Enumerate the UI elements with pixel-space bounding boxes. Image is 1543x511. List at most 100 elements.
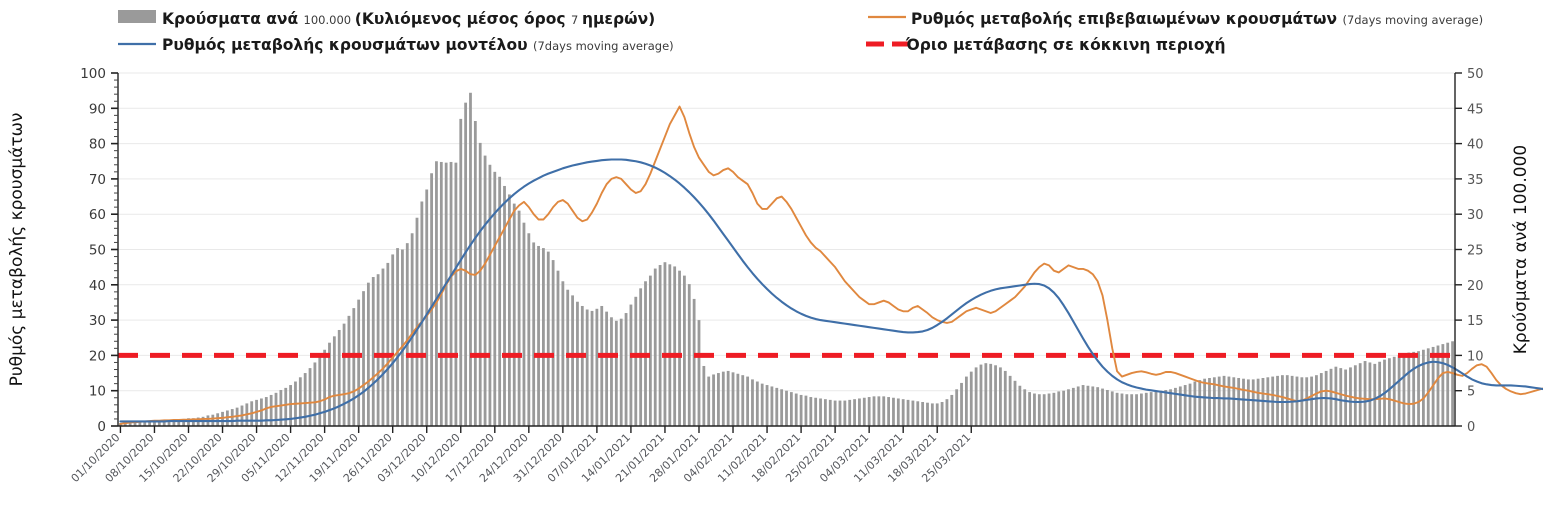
bar: [284, 387, 288, 426]
bar: [1188, 383, 1192, 426]
bar: [707, 376, 711, 426]
bar: [775, 387, 779, 426]
bar: [1013, 380, 1017, 426]
bar: [362, 291, 365, 426]
bar: [746, 376, 750, 426]
bar: [576, 301, 579, 426]
bar: [1212, 377, 1216, 426]
bar: [1363, 361, 1367, 426]
bar: [804, 395, 808, 426]
bar: [425, 189, 429, 426]
right-tick-label: 40: [1467, 138, 1484, 153]
bar: [994, 365, 997, 426]
bar: [420, 201, 424, 426]
legend-label-text: Ρυθμός μεταβολής κρουσμάτων μοντέλου (7d…: [162, 36, 674, 54]
bar: [780, 389, 784, 426]
legend-label-text: Ρυθμός μεταβολής επιβεβαιωμένων κρουσμάτ…: [911, 10, 1483, 28]
bar: [858, 398, 861, 426]
bar: [687, 284, 691, 426]
bar: [799, 394, 803, 426]
bar: [571, 295, 574, 426]
bar: [819, 398, 822, 426]
bar: [877, 396, 881, 426]
bar: [401, 249, 404, 426]
bar: [872, 396, 876, 426]
bar: [1397, 355, 1401, 426]
bar: [308, 368, 312, 426]
bar: [347, 315, 351, 426]
bar: [1164, 389, 1168, 426]
bar: [1023, 389, 1027, 426]
left-tick-label: 10: [89, 384, 106, 400]
bar: [1344, 369, 1348, 426]
bar: [332, 336, 336, 426]
bar: [123, 422, 127, 426]
bar: [1047, 393, 1051, 426]
bar: [1159, 390, 1163, 426]
bar: [1125, 394, 1129, 426]
bar: [128, 422, 132, 426]
left-tick-label: 60: [89, 207, 106, 223]
bar: [498, 176, 502, 426]
legend-swatch-cases-per-100k[interactable]: [118, 10, 156, 23]
bar: [833, 400, 837, 426]
bar: [366, 282, 370, 426]
bar: [1281, 375, 1284, 426]
bar: [614, 320, 618, 426]
bar: [926, 402, 929, 426]
bar: [974, 367, 978, 426]
bar: [683, 275, 686, 426]
bar: [1451, 341, 1454, 426]
bar: [717, 373, 720, 426]
bar: [187, 418, 190, 426]
bar: [1378, 361, 1382, 426]
bar: [396, 248, 399, 426]
left-axis-title: Ρυθμός μεταβολής κρουσμάτων: [7, 113, 27, 387]
right-tick-label: 15: [1467, 314, 1484, 329]
bar: [629, 304, 633, 426]
bar: [1339, 368, 1343, 426]
bar: [177, 419, 181, 426]
bar: [1003, 370, 1007, 426]
left-tick-label: 70: [89, 172, 106, 188]
bar: [1315, 375, 1318, 426]
bar: [303, 373, 307, 426]
bar: [794, 393, 798, 426]
bar: [167, 420, 171, 426]
bar: [765, 385, 769, 426]
bar: [1101, 388, 1104, 426]
bar: [1222, 375, 1226, 426]
bar: [391, 254, 395, 426]
bar: [1358, 363, 1362, 426]
bar: [960, 382, 963, 426]
bar: [848, 399, 852, 426]
bar: [979, 364, 983, 426]
bar: [162, 420, 166, 426]
bar: [1305, 377, 1309, 426]
bar-series-cases-per-100k: [119, 92, 1454, 427]
bar: [405, 243, 409, 426]
axes: [111, 72, 1462, 433]
bar: [789, 392, 793, 426]
bar: [892, 397, 895, 426]
bar: [726, 370, 730, 426]
bar: [483, 155, 487, 426]
bar: [1071, 387, 1075, 426]
bar: [653, 268, 657, 426]
bar: [663, 262, 667, 426]
bar: [634, 296, 638, 426]
bar: [1217, 376, 1221, 426]
bar: [449, 161, 453, 426]
bar: [522, 222, 526, 426]
bar: [517, 210, 521, 426]
bar: [1334, 366, 1338, 426]
bar: [313, 362, 317, 426]
bar: [1246, 379, 1250, 426]
left-tick-label: 100: [80, 66, 106, 82]
bar: [1057, 391, 1061, 426]
bar: [950, 394, 954, 426]
bar: [415, 217, 419, 426]
bar: [648, 275, 652, 426]
